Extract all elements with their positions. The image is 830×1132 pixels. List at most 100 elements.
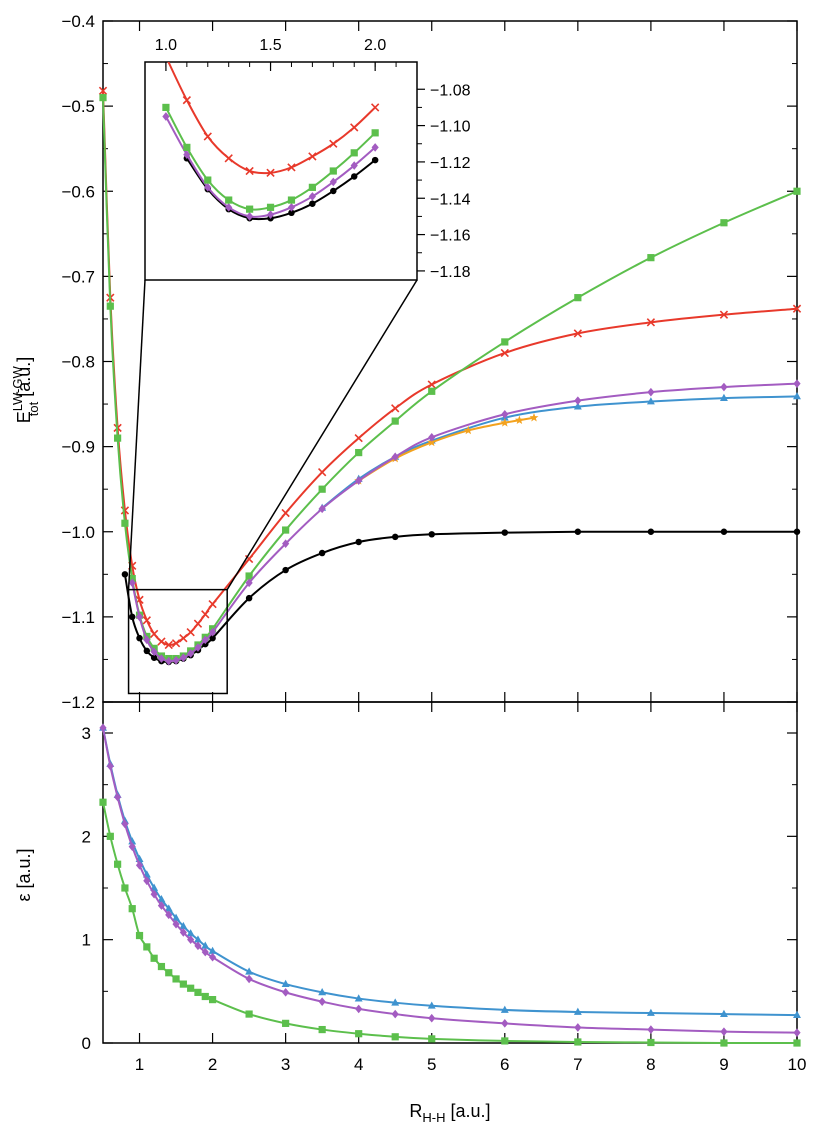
top-marker-2-2	[114, 434, 122, 442]
top-marker-0-4	[150, 654, 158, 661]
xlabel-sub: H-H	[422, 1110, 445, 1125]
bottom-marker-2-23	[574, 1038, 582, 1046]
top-marker-2-22	[501, 338, 509, 346]
top-marker-2-20	[391, 417, 399, 425]
bottom-marker-1-13	[194, 941, 202, 951]
inset-marker-2-10	[371, 129, 379, 137]
bottom-marker-0-17	[281, 979, 290, 987]
inset-marker-2-2	[204, 176, 212, 184]
bottom-marker-2-22	[501, 1037, 509, 1045]
bottom-marker-2-0	[99, 798, 107, 806]
bottom-marker-2-11	[179, 980, 187, 988]
top-marker-2-25	[720, 219, 728, 227]
top-marker-5-2	[143, 635, 151, 645]
inset-marker-2-5	[266, 203, 275, 211]
bottom-marker-0-22	[500, 1005, 509, 1013]
top-panel: −0.4 −0.5 −0.6 −0.7 −0.8 −0.9 −1.0 −1.1 −1.2	[61, 12, 802, 712]
bottom-marker-1-6	[143, 876, 151, 886]
top-marker-1-15	[208, 599, 217, 609]
inset-marker-3-4	[245, 166, 254, 176]
bottom-marker-1-22	[501, 1019, 509, 1028]
top-series-line-0	[123, 530, 797, 663]
bottom-marker-1-5	[135, 860, 144, 870]
top-marker-2-26	[793, 187, 801, 195]
inset-marker-1-6	[287, 203, 296, 212]
top-marker-5-16	[391, 452, 399, 462]
top-ytick-label-4: −0.8	[61, 353, 95, 372]
inset-marker-1-3	[225, 203, 233, 212]
top-marker-5-22	[793, 379, 801, 388]
top-ytick-label-8: −1.2	[61, 693, 95, 712]
inset-ytick-label-2: −1.12	[430, 155, 471, 172]
top-marker-5-3	[150, 647, 158, 657]
bottom-marker-1-3	[121, 819, 129, 829]
top-marker-0-3	[143, 647, 151, 655]
bottom-marker-2-26	[793, 1039, 801, 1047]
inset-marker-0-9	[371, 156, 379, 164]
inset-marker-0-7	[330, 187, 337, 195]
top-marker-2-24	[647, 254, 655, 262]
top-marker-0-0	[121, 571, 129, 578]
top-marker-5-7	[179, 653, 187, 663]
top-marker-1-17	[281, 508, 290, 518]
inset-marker-2-0	[162, 103, 170, 112]
bottom-marker-1-26	[793, 1028, 801, 1037]
inset-series-group	[162, 53, 380, 222]
top-marker-0-23	[793, 528, 801, 535]
bottom-marker-2-25	[720, 1039, 728, 1047]
bottom-xtick-label-2: 3	[281, 1055, 290, 1074]
top-marker-3-5	[573, 402, 582, 410]
inset-marker-2-1	[183, 143, 191, 151]
inset-marker-1-10	[371, 143, 379, 152]
top-marker-1-13	[193, 619, 203, 628]
inset-marker-3-0	[162, 53, 169, 60]
bottom-xtick-label-4: 5	[427, 1055, 436, 1074]
top-marker-5-15	[355, 476, 363, 485]
top-marker-5-19	[574, 396, 582, 405]
top-marker-5-10	[201, 635, 209, 645]
bottom-marker-2-21	[428, 1035, 436, 1043]
bottom-marker-1-19	[355, 1004, 363, 1014]
bottom-marker-2-15	[208, 996, 217, 1004]
inset-marker-3-10	[370, 103, 380, 112]
bottom-marker-2-6	[143, 943, 151, 951]
bottom-marker-1-7	[150, 889, 158, 899]
top-marker-1-20	[391, 404, 400, 413]
inset-marker-2-3	[225, 196, 233, 204]
bottom-marker-2-3	[121, 884, 129, 892]
bottom-marker-2-5	[135, 931, 144, 940]
top-marker-0-2	[136, 634, 143, 642]
top-ytick-label-5: −0.9	[61, 438, 95, 457]
inset-marker-1-1	[183, 150, 191, 159]
bottom-ytick-label-1: 1	[82, 931, 91, 950]
bottom-marker-0-10	[172, 913, 181, 921]
bottom-marker-1-24	[647, 1025, 655, 1034]
top-ylabel: ELW-GWtot [a.u.]	[10, 357, 41, 424]
top-marker-5-0	[128, 578, 136, 588]
bottom-marker-1-17	[282, 988, 290, 997]
bottom-marker-2-16	[245, 1010, 253, 1018]
top-marker-2-0	[99, 94, 107, 102]
top-marker-2-3	[121, 519, 129, 527]
inset-marker-3-7	[308, 152, 317, 161]
top-marker-0-16	[355, 538, 362, 546]
top-marker-1-18	[317, 467, 327, 477]
top-marker-0-19	[501, 529, 509, 536]
top-ylabel-unit: [a.u.]	[14, 357, 34, 402]
top-marker-2-19	[355, 448, 363, 457]
top-marker-0-17	[391, 533, 399, 541]
inset-panel: 1.0 1.5 2.0 −1.08 −1.10 −1.12 −1.14 −1.16 −1.18	[127, 37, 471, 695]
top-ylabel-main: E	[14, 411, 34, 423]
inset-xtick-label-0: 1.0	[155, 37, 177, 54]
bottom-marker-1-10	[172, 919, 180, 929]
top-marker-0-15	[318, 549, 326, 557]
inset-marker-2-9	[350, 149, 358, 157]
bottom-marker-1-25	[720, 1027, 728, 1036]
top-marker-1-8	[157, 637, 166, 646]
bottom-marker-0-26	[793, 1010, 801, 1018]
top-marker-2-17	[282, 526, 290, 534]
top-marker-5-9	[194, 643, 202, 652]
bottom-marker-2-4	[128, 905, 136, 913]
bottom-marker-1-9	[165, 910, 173, 920]
